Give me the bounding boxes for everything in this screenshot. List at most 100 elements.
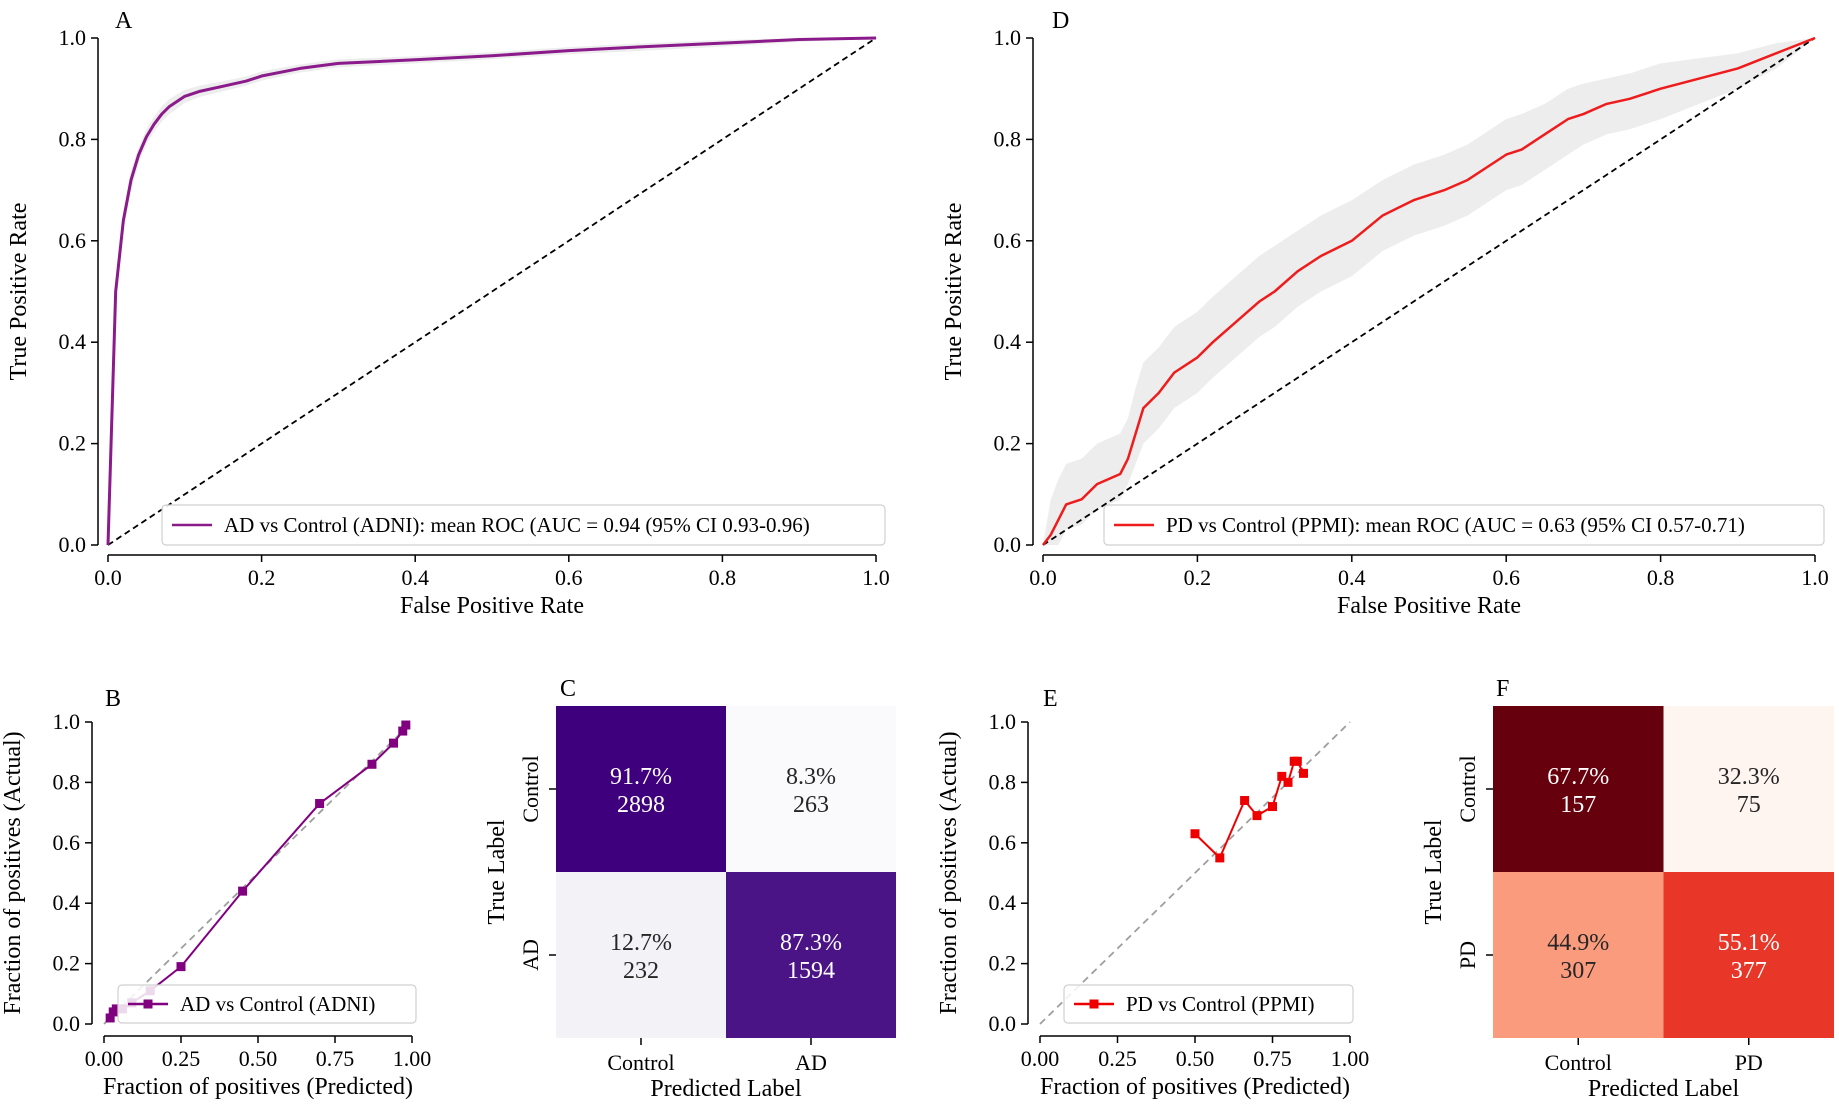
panel-d-roc-ppmi: D 0.0 0.2 0.4 0.6 0.8 1.0 0.0 0.2 0.4 0.6 0.8 1.0 Fal… bbox=[941, 8, 1829, 619]
data-point bbox=[315, 799, 325, 809]
y-tick-label: 0.0 bbox=[994, 532, 1022, 557]
cell-percent-label: 8.3% bbox=[786, 764, 836, 790]
x-tick-label: AD bbox=[795, 1050, 827, 1075]
cell-count-label: 377 bbox=[1731, 958, 1767, 984]
legend: AD vs Control (ADNI): mean ROC (AUC = 0.… bbox=[161, 504, 886, 546]
x-tick-label: Control bbox=[1545, 1050, 1612, 1075]
x-tick-label: 0.2 bbox=[248, 565, 276, 590]
x-tick-label: 0.8 bbox=[709, 565, 737, 590]
y-tick-label: Control bbox=[518, 755, 543, 822]
y-tick-label: 0.4 bbox=[989, 890, 1017, 915]
series-line bbox=[106, 36, 877, 546]
y-axis-label: True Positive Rate bbox=[6, 203, 32, 381]
heatmap-cell bbox=[556, 872, 726, 1038]
cell-percent-label: 91.7% bbox=[610, 764, 672, 790]
data-point bbox=[1292, 756, 1302, 766]
cell-percent-label: 32.3% bbox=[1718, 764, 1780, 790]
chance-diagonal-line bbox=[1042, 37, 1816, 546]
x-tick-label: 1.00 bbox=[1331, 1046, 1370, 1071]
x-tick-label: 0.50 bbox=[239, 1046, 278, 1071]
x-tick-label: PD bbox=[1735, 1050, 1763, 1075]
data-point bbox=[176, 962, 186, 972]
cell-count-label: 307 bbox=[1560, 958, 1596, 984]
x-tick-label: 0.4 bbox=[1338, 565, 1366, 590]
data-point bbox=[1240, 796, 1250, 806]
legend: AD vs Control (ADNI) bbox=[117, 984, 417, 1024]
legend-swatch-marker bbox=[1089, 999, 1099, 1009]
panel-label: E bbox=[1043, 686, 1058, 712]
legend-box bbox=[117, 984, 417, 1024]
y-tick-label: 0.6 bbox=[53, 830, 81, 855]
cell-count-label: 232 bbox=[623, 958, 659, 984]
data-point bbox=[1215, 853, 1225, 863]
data-point bbox=[398, 726, 408, 736]
legend: PD vs Control (PPMI) bbox=[1063, 984, 1354, 1024]
x-tick-label: 1.0 bbox=[1801, 565, 1829, 590]
panel-label: D bbox=[1052, 8, 1069, 34]
x-axis-label: Fraction of positives (Predicted) bbox=[1040, 1074, 1350, 1100]
y-tick-label: 0.2 bbox=[989, 951, 1017, 976]
x-tick-label: 0.6 bbox=[1492, 565, 1520, 590]
x-tick-label: 0.25 bbox=[1098, 1046, 1137, 1071]
panel-label: B bbox=[105, 686, 121, 712]
y-tick-label: 0.2 bbox=[53, 951, 81, 976]
series-line bbox=[109, 724, 407, 1019]
legend-label: PD vs Control (PPMI) bbox=[1126, 992, 1314, 1016]
x-tick-label: 0.2 bbox=[1184, 565, 1212, 590]
heatmap-cell bbox=[726, 872, 896, 1038]
data-point bbox=[1268, 802, 1277, 812]
data-point bbox=[401, 720, 411, 730]
cell-count-label: 75 bbox=[1737, 792, 1761, 818]
panel-a-roc-adni: A 0.0 0.2 0.4 0.6 0.8 1.0 0.0 0.2 0.4 0.6 0.8 1.0 Fal… bbox=[6, 8, 890, 619]
y-tick-label: 1.0 bbox=[59, 25, 87, 50]
legend-label: AD vs Control (ADNI): mean ROC (AUC = 0.… bbox=[224, 513, 810, 537]
cell-percent-label: 55.1% bbox=[1718, 930, 1780, 956]
x-tick-label: 0.00 bbox=[85, 1046, 124, 1071]
y-tick-label: 0.6 bbox=[989, 830, 1017, 855]
x-tick-label: 0.4 bbox=[401, 565, 429, 590]
cell-count-label: 2898 bbox=[617, 792, 665, 818]
legend-box bbox=[1103, 504, 1825, 546]
cell-count-label: 263 bbox=[793, 792, 829, 818]
data-point bbox=[367, 759, 377, 769]
x-tick-label: 1.0 bbox=[862, 565, 890, 590]
y-tick-label: 0.4 bbox=[994, 329, 1022, 354]
y-tick-label: AD bbox=[518, 939, 543, 971]
y-tick-label: Control bbox=[1455, 755, 1480, 822]
panel-e-calibration-ppmi: E 0.0 0.2 0.4 0.6 0.8 1.0 0.00 0.25 0.50 0.75 1.00 F… bbox=[936, 686, 1369, 1100]
legend-swatch-marker bbox=[143, 999, 153, 1009]
cell-count-label: 1594 bbox=[787, 958, 835, 984]
data-point bbox=[1283, 777, 1293, 787]
heatmap-cell bbox=[726, 706, 896, 872]
x-axis-label: Predicted Label bbox=[650, 1076, 802, 1102]
x-tick-label: 0.6 bbox=[555, 565, 583, 590]
legend-label: AD vs Control (ADNI) bbox=[180, 992, 375, 1016]
y-axis-label: Fraction of positives (Actual) bbox=[0, 731, 26, 1014]
data-point bbox=[389, 738, 399, 748]
heatmap-cell bbox=[1493, 872, 1664, 1038]
x-axis-label: Predicted Label bbox=[1588, 1076, 1740, 1102]
x-tick-label: 0.00 bbox=[1021, 1046, 1060, 1071]
y-tick-label: 1.0 bbox=[53, 709, 81, 734]
cell-percent-label: 12.7% bbox=[610, 930, 672, 956]
legend-box bbox=[161, 504, 886, 546]
data-point bbox=[1252, 811, 1262, 821]
y-tick-label: 0.4 bbox=[59, 329, 87, 354]
y-tick-label: 0.4 bbox=[53, 890, 81, 915]
y-tick-label: 0.6 bbox=[994, 228, 1022, 253]
series-line bbox=[1194, 760, 1305, 859]
data-point bbox=[111, 1004, 121, 1014]
perfect-calibration-line bbox=[1039, 721, 1351, 1025]
legend-label: PD vs Control (PPMI): mean ROC (AUC = 0.… bbox=[1166, 513, 1745, 537]
x-tick-label: 0.0 bbox=[94, 565, 122, 590]
series-line bbox=[1042, 36, 1816, 546]
y-tick-label: 0.0 bbox=[53, 1011, 81, 1036]
x-tick-label: 0.8 bbox=[1647, 565, 1675, 590]
legend-box bbox=[1063, 984, 1354, 1024]
cell-percent-label: 87.3% bbox=[780, 930, 842, 956]
panel-b-calibration-adni: B 0.0 0.2 0.4 0.6 0.8 1.0 0.00 0.25 0.50 0.75 1.00 F… bbox=[0, 686, 431, 1100]
panel-label: C bbox=[560, 676, 576, 702]
y-axis-label: True Positive Rate bbox=[941, 203, 967, 381]
